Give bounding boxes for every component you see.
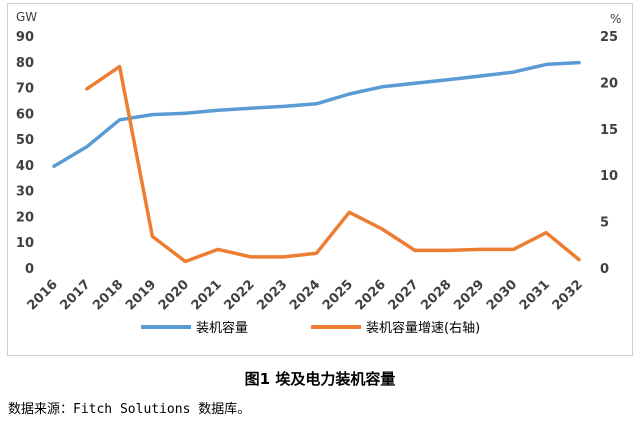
x-tick-label: 2027	[386, 277, 422, 313]
x-tick-label: 2022	[222, 277, 258, 313]
left-tick-label: 50	[16, 133, 34, 148]
left-tick-label: 60	[16, 107, 34, 122]
data-source-note: 数据来源：Fitch Solutions 数据库。	[8, 402, 251, 417]
x-tick-label: 2017	[57, 277, 93, 313]
left-tick-label: 80	[16, 56, 34, 71]
left-tick-label: 40	[16, 159, 34, 174]
x-tick-label: 2026	[353, 277, 389, 313]
right-tick-label: 25	[600, 30, 618, 45]
right-tick-label: 15	[600, 123, 618, 138]
right-tick-label: 10	[600, 169, 618, 184]
left-tick-label: 90	[16, 30, 34, 45]
chart-frame: GW% 0 10 20 30 40 50 60 70 80 90 0 5 10 15 20 25 2016 2017…	[7, 3, 633, 356]
legend-label-1: 装机容量	[196, 320, 248, 336]
x-tick-label: 2018	[90, 277, 126, 313]
right-tick-label: 20	[600, 76, 618, 91]
x-tick-label: 2024	[287, 277, 323, 313]
x-tick-label: 2030	[484, 277, 520, 313]
series-line-2	[85, 64, 581, 264]
series-line-1	[52, 60, 581, 168]
figure-caption: 图1 埃及电力装机容量	[244, 370, 396, 388]
x-tick-label: 2031	[517, 277, 553, 313]
left-tick-label: 20	[16, 210, 34, 225]
right-axis-unit: %	[610, 12, 621, 26]
x-tick-label: 2023	[254, 277, 290, 313]
left-tick-label: 10	[16, 236, 34, 251]
chart-svg: GW %0102030405060708090051015202520162017…	[16, 10, 622, 336]
x-tick-label: 2016	[25, 277, 61, 313]
left-tick-label: 30	[16, 185, 34, 200]
x-tick-label: 2020	[156, 277, 192, 313]
legend-label-2: 装机容量增速(右轴)	[366, 320, 480, 336]
x-tick-label: 2028	[418, 277, 454, 313]
x-tick-label: 2032	[550, 277, 586, 313]
x-tick-label: 2021	[189, 277, 225, 313]
x-tick-label: 2019	[123, 277, 159, 313]
right-tick-label: 0	[600, 262, 609, 277]
x-tick-label: 2029	[451, 277, 487, 313]
left-axis-unit: GW	[16, 10, 37, 24]
right-tick-label: 5	[600, 216, 609, 231]
left-tick-label: 70	[16, 82, 34, 97]
left-tick-label: 0	[25, 262, 34, 277]
x-tick-label: 2025	[320, 277, 356, 313]
